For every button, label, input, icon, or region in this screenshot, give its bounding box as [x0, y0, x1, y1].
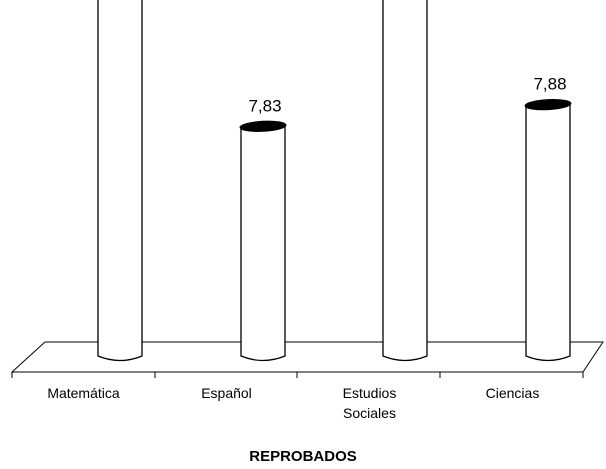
- bar-top-cap: [239, 120, 287, 132]
- chart-title: REPROBADOS: [249, 448, 357, 465]
- floor-plane: [10, 341, 604, 373]
- bar-2: [239, 120, 287, 362]
- value-label: 7,88: [533, 75, 566, 94]
- bar-3: [382, 0, 428, 362]
- category-label: Estudios Sociales: [343, 385, 397, 421]
- category-label: Ciencias: [486, 385, 540, 401]
- bar-body: [97, 0, 143, 362]
- bar-body: [382, 0, 428, 362]
- bar-body: [525, 104, 571, 362]
- bar-1: [97, 0, 143, 362]
- bar-4: [524, 98, 572, 362]
- bars: [97, 0, 572, 362]
- bar-top-cap: [524, 98, 572, 111]
- value-label: 7,83: [248, 96, 281, 115]
- chart-floor: [10, 341, 604, 378]
- category-label: Español: [201, 385, 252, 401]
- bar-body: [240, 126, 286, 362]
- category-label: Matemática: [47, 385, 120, 401]
- labels: 8,53Matemática7,83Español8,2EstudiosSoci…: [47, 75, 566, 421]
